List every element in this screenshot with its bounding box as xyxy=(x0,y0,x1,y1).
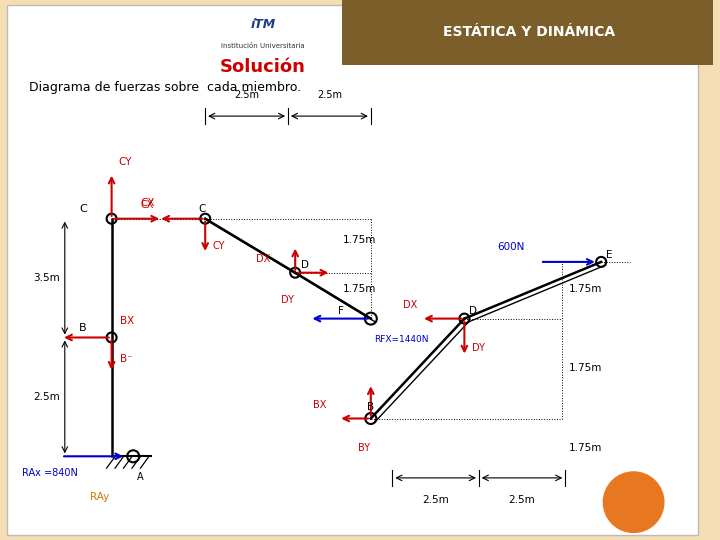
Text: C: C xyxy=(198,204,205,214)
Text: 2.5m: 2.5m xyxy=(508,495,536,505)
Text: E: E xyxy=(606,251,613,260)
Text: DY: DY xyxy=(281,295,294,305)
Text: B⁻: B⁻ xyxy=(120,354,133,364)
Text: 1.75m: 1.75m xyxy=(569,443,602,453)
Text: 2.5m: 2.5m xyxy=(33,392,60,402)
Text: RFX=1440N: RFX=1440N xyxy=(374,335,429,343)
Text: CX: CX xyxy=(140,200,154,210)
Text: F: F xyxy=(338,306,344,315)
Text: BY: BY xyxy=(358,443,370,453)
Text: Solución: Solución xyxy=(220,58,306,77)
Text: CY: CY xyxy=(119,157,132,167)
Text: Diagrama de fuerzas sobre  cada miembro.: Diagrama de fuerzas sobre cada miembro. xyxy=(29,81,301,94)
Text: DX: DX xyxy=(256,254,270,264)
Text: 1.75m: 1.75m xyxy=(343,284,377,294)
Text: C: C xyxy=(79,204,87,214)
Text: 1.75m: 1.75m xyxy=(569,363,602,373)
FancyBboxPatch shape xyxy=(7,5,698,535)
Text: BX: BX xyxy=(120,316,135,326)
Text: íTM: íTM xyxy=(250,18,276,31)
Text: RAy: RAy xyxy=(90,492,109,502)
Text: DY: DY xyxy=(472,343,485,353)
Text: DX: DX xyxy=(403,300,418,310)
Text: 600N: 600N xyxy=(497,242,524,252)
Text: B: B xyxy=(367,402,374,411)
Text: D: D xyxy=(469,306,477,315)
Text: Institución Universitaria: Institución Universitaria xyxy=(221,43,305,49)
Text: 2.5m: 2.5m xyxy=(422,495,449,505)
Text: CY: CY xyxy=(212,241,225,251)
Text: 2.5m: 2.5m xyxy=(234,90,259,100)
Text: 1.75m: 1.75m xyxy=(569,284,602,294)
Text: 1.75m: 1.75m xyxy=(343,235,377,245)
Text: B: B xyxy=(79,323,87,333)
Text: 3.5m: 3.5m xyxy=(33,273,60,283)
Text: A: A xyxy=(137,472,143,482)
Circle shape xyxy=(603,472,664,532)
Bar xyxy=(342,0,713,65)
Text: BX: BX xyxy=(313,400,327,410)
Text: ESTÁTICA Y DINÁMICA: ESTÁTICA Y DINÁMICA xyxy=(443,25,616,39)
Text: D: D xyxy=(301,260,309,269)
Text: CX: CX xyxy=(140,198,155,207)
Text: 2.5m: 2.5m xyxy=(317,90,342,100)
Text: RAx =840N: RAx =840N xyxy=(22,468,78,477)
